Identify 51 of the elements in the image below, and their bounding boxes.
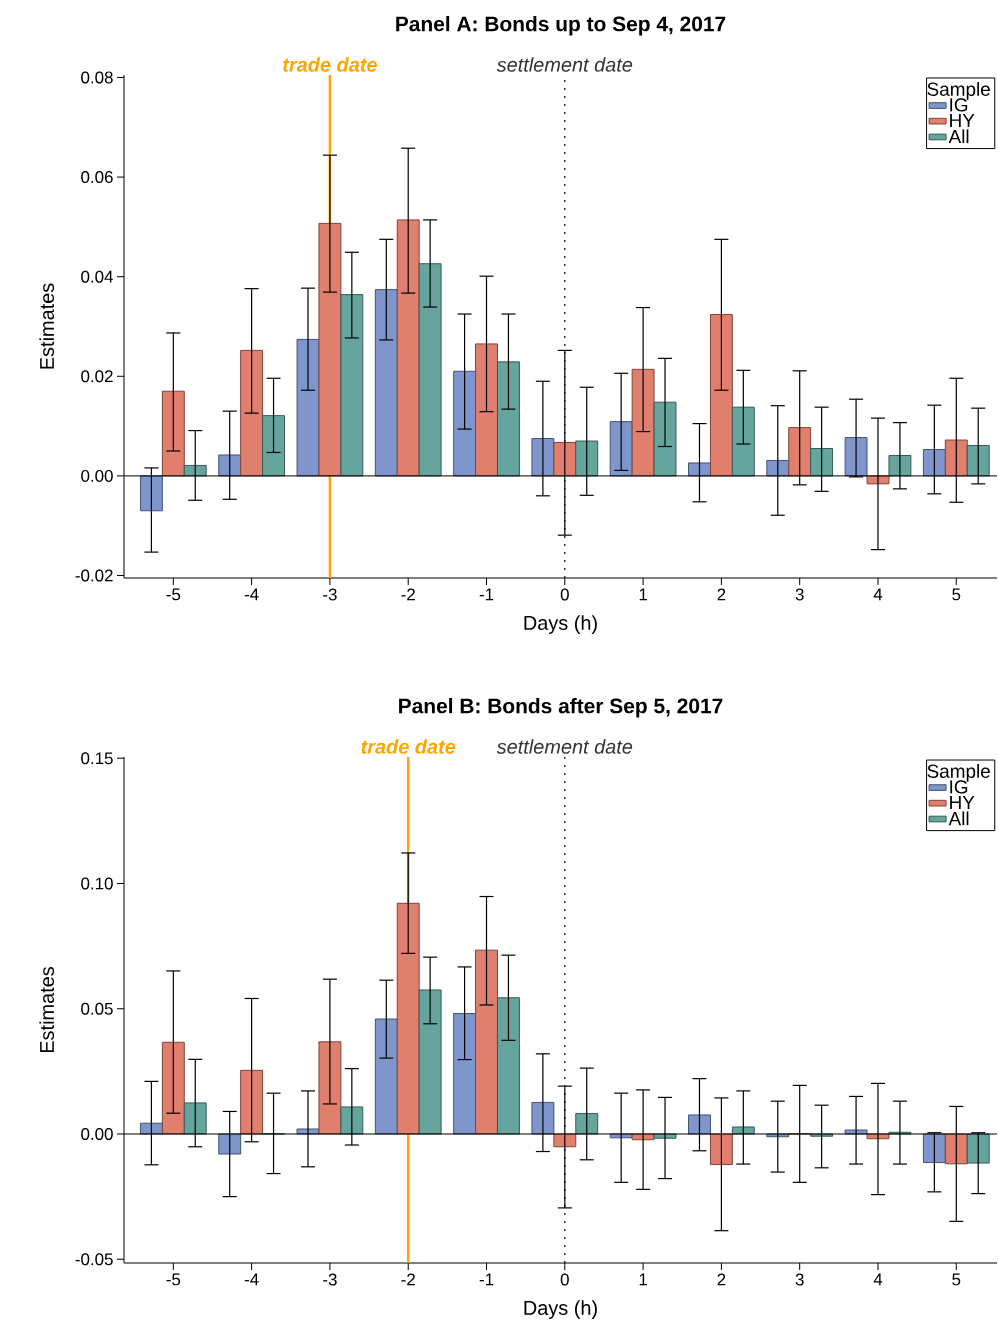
y-tick-label: 0.00 [81,469,113,482]
y-tick-label: 0.04 [81,270,113,283]
x-tick-label: -5 [166,588,181,601]
ref-line-label: trade date [283,57,377,72]
x-tick-label: -5 [166,1273,181,1286]
legend-title: Sample [927,764,990,782]
legend-label: All [948,811,969,826]
x-tick-label: 1 [639,1273,647,1286]
x-tick-label: -1 [479,588,494,601]
chart-title: Panel A: Bonds up to Sep 4, 2017 [396,15,726,36]
x-tick-label: 2 [717,1273,726,1286]
ref-line-label: trade date [361,739,456,754]
x-tick-label: -4 [244,588,259,601]
x-tick-label: 5 [952,1273,961,1286]
chart-title: Panel B: Bonds after Sep 5, 2017 [399,698,723,718]
legend-label: HY [950,113,975,127]
y-axis-title: Estimates [39,966,55,1053]
x-tick-label: -4 [244,1273,259,1286]
x-tick-label: 5 [952,588,961,601]
y-tick-label: 0.06 [81,171,113,184]
x-tick-label: -2 [401,1273,415,1286]
y-axis-title: Estimates [39,283,55,369]
y-tick-label: -0.05 [75,1253,113,1266]
y-tick-label: 0.02 [81,370,113,383]
y-tick-label: 0.00 [81,1127,113,1140]
x-tick-label: 3 [795,1273,804,1286]
x-tick-label: -3 [323,588,337,601]
y-tick-label: 0.08 [81,71,113,84]
y-tick-label: 0.05 [81,1002,113,1015]
legend-label: IG [950,780,968,794]
x-tick-label: 2 [717,588,726,601]
y-tick-label: 0.15 [81,752,113,765]
legend-title: Sample [927,81,990,100]
x-tick-label: -3 [323,1273,337,1286]
legend-label: HY [950,795,975,809]
ref-line-label: settlement date [496,739,633,754]
y-tick-label: 0.10 [81,877,113,890]
x-axis-title: Days (h) [524,615,597,634]
x-tick-label: -2 [401,588,415,601]
ref-line-label: settlement date [496,57,633,72]
legend-label: IG [950,98,968,112]
x-tick-label: 0 [560,1273,569,1286]
legend-label: All [948,129,969,144]
x-tick-label: -1 [479,1273,494,1286]
x-tick-label: 1 [639,588,647,601]
x-tick-label: 3 [795,588,804,601]
x-tick-label: 4 [873,588,883,601]
x-tick-label: 4 [873,1273,883,1286]
x-tick-label: 0 [560,588,569,601]
x-axis-title: Days (h) [524,1300,597,1319]
y-tick-label: -0.02 [75,569,113,582]
